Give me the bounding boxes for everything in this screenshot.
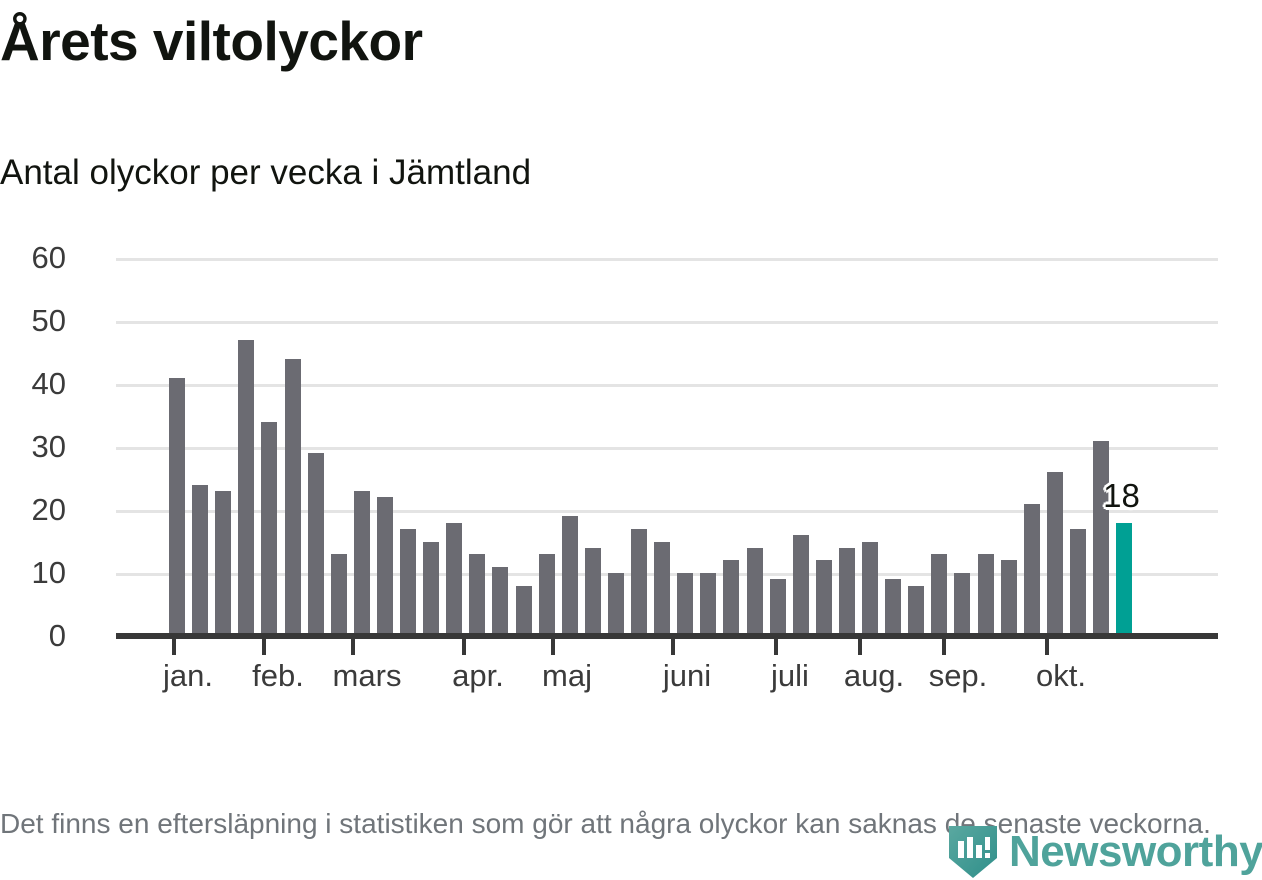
bar bbox=[515, 585, 532, 636]
bar bbox=[838, 547, 855, 636]
x-axis-tick-label: aug. bbox=[843, 658, 905, 693]
x-axis-tick-label: juli bbox=[771, 658, 809, 693]
gridline bbox=[116, 510, 1218, 513]
gridline bbox=[116, 258, 1218, 261]
x-axis-tick bbox=[172, 639, 176, 655]
bar bbox=[192, 484, 209, 636]
bar bbox=[1046, 472, 1063, 636]
bar bbox=[215, 491, 232, 636]
x-axis-line bbox=[116, 633, 1218, 639]
gridline bbox=[116, 321, 1218, 324]
highlight-value-label: 18 bbox=[1103, 476, 1140, 514]
newsworthy-badge-icon bbox=[949, 826, 997, 878]
bar bbox=[538, 554, 555, 636]
bar-highlighted bbox=[1116, 522, 1133, 636]
x-axis-tick-label: jan. bbox=[163, 658, 213, 693]
bar bbox=[353, 491, 370, 636]
bar bbox=[376, 497, 393, 636]
bar bbox=[238, 339, 255, 636]
newsworthy-logo: Newsworthy bbox=[947, 824, 1262, 880]
x-axis-tick bbox=[942, 639, 946, 655]
gridline bbox=[116, 384, 1218, 387]
bar bbox=[584, 547, 601, 636]
x-axis-tick bbox=[462, 639, 466, 655]
gridline bbox=[116, 447, 1218, 450]
bar bbox=[446, 522, 463, 636]
x-axis-tick bbox=[774, 639, 778, 655]
bar bbox=[1093, 440, 1109, 636]
plot-area: 0 10 20 30 40 50 60 jan. feb. mars apr. maj juni jul… bbox=[0, 236, 1262, 716]
x-axis-tick-label: maj bbox=[542, 658, 592, 693]
bar bbox=[654, 541, 671, 636]
bar bbox=[607, 573, 624, 636]
x-axis-tick bbox=[551, 639, 555, 655]
x-axis-tick-label: mars bbox=[332, 658, 402, 693]
bar bbox=[561, 516, 578, 636]
bar bbox=[954, 573, 971, 636]
bar bbox=[169, 377, 185, 636]
x-axis-tick bbox=[351, 639, 355, 655]
x-axis-tick bbox=[262, 639, 266, 655]
page-title: Årets viltolyckor bbox=[0, 10, 423, 72]
bar bbox=[423, 541, 440, 636]
footnote: Det finns en eftersläpning i statistiken… bbox=[0, 808, 1211, 839]
bar bbox=[723, 560, 740, 636]
bar bbox=[631, 528, 647, 636]
logo-text: Newsworthy bbox=[1009, 827, 1262, 876]
x-axis-tick-label: juni bbox=[662, 658, 712, 693]
y-axis-tick-label: 40 bbox=[31, 366, 66, 401]
x-axis-tick bbox=[858, 639, 862, 655]
bar bbox=[885, 579, 902, 636]
y-axis-tick-label: 0 bbox=[48, 618, 66, 653]
bar bbox=[1023, 503, 1040, 636]
bar bbox=[1000, 560, 1017, 636]
y-axis-tick-label: 50 bbox=[31, 303, 66, 338]
bar bbox=[746, 547, 763, 636]
x-axis-tick bbox=[1045, 639, 1049, 655]
bar bbox=[469, 554, 486, 636]
bar bbox=[862, 541, 878, 636]
x-axis-tick-label: sep. bbox=[928, 658, 988, 693]
bar bbox=[908, 585, 925, 636]
bar bbox=[931, 554, 948, 636]
bar bbox=[815, 560, 832, 636]
bar bbox=[1069, 528, 1086, 636]
bar bbox=[700, 573, 717, 636]
bars bbox=[0, 236, 1262, 636]
bar bbox=[492, 566, 509, 636]
bar bbox=[977, 554, 994, 636]
bar bbox=[261, 421, 278, 636]
y-axis-tick-label: 30 bbox=[31, 429, 66, 464]
x-axis-tick bbox=[671, 639, 675, 655]
y-axis-tick-label: 10 bbox=[31, 555, 66, 590]
bar bbox=[677, 573, 694, 636]
bar bbox=[792, 535, 809, 636]
y-axis-tick-label: 20 bbox=[31, 492, 66, 527]
bar bbox=[769, 579, 786, 636]
bar bbox=[307, 453, 324, 636]
x-axis-tick-label: feb. bbox=[252, 658, 304, 693]
bar bbox=[400, 528, 416, 636]
bar bbox=[330, 554, 347, 636]
x-axis-tick-label: apr. bbox=[452, 658, 504, 693]
bar bbox=[284, 358, 301, 636]
x-axis-tick-label: okt. bbox=[1036, 658, 1086, 693]
y-axis-tick-label: 60 bbox=[31, 240, 66, 275]
chart-subtitle: Antal olyckor per vecka i Jämtland bbox=[0, 153, 532, 192]
